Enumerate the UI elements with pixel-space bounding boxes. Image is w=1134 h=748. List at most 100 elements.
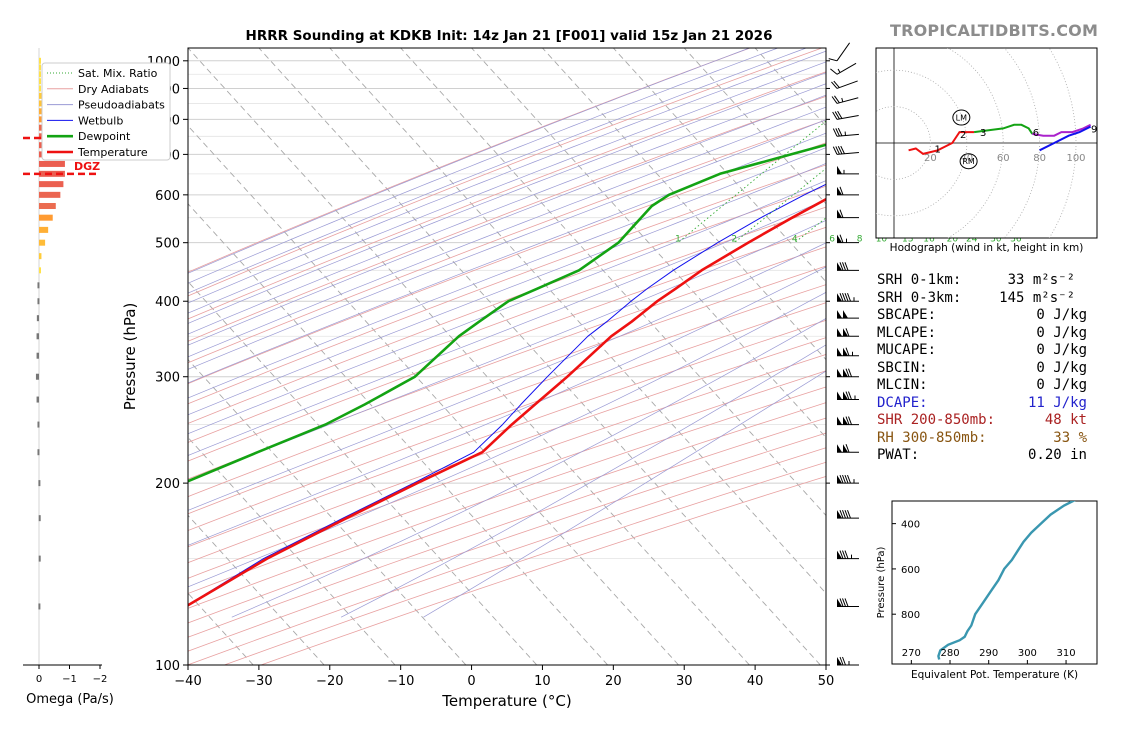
wind-barb bbox=[832, 127, 859, 137]
omega-bar bbox=[37, 282, 40, 289]
omega-bar bbox=[39, 181, 64, 188]
dry-adiabat-line bbox=[188, 206, 826, 443]
x-tick-label: −30 bbox=[245, 674, 272, 689]
stat-value: 0 J/kg bbox=[1036, 377, 1087, 393]
stat-value: 33 m²s⁻² bbox=[1007, 272, 1075, 288]
wind-barb bbox=[837, 234, 859, 244]
stat-row: MLCAPE: 0 J/kg bbox=[877, 325, 1087, 343]
omega-bar bbox=[39, 78, 41, 85]
temperature-line bbox=[188, 197, 826, 607]
isotherm-line bbox=[329, 48, 826, 594]
stat-row: RH 300-850mb: 33 % bbox=[877, 430, 1087, 448]
omega-bar bbox=[39, 92, 43, 99]
storm-motion-lm-label: LM bbox=[956, 114, 967, 123]
hodograph-ring-label: 20 bbox=[924, 153, 937, 164]
x-tick-label: 20 bbox=[605, 674, 622, 689]
omega-tick-label: −1 bbox=[62, 674, 77, 685]
omega-bar bbox=[39, 267, 41, 274]
wind-barbs bbox=[828, 42, 859, 666]
stat-row: SRH 0-1km: 33 m²s⁻² bbox=[877, 272, 1087, 290]
wind-barb bbox=[837, 416, 859, 426]
y-tick-label: 400 bbox=[155, 295, 180, 310]
pseudoadiabat-line bbox=[188, 132, 826, 384]
theta-e-x-tick-label: 300 bbox=[1018, 648, 1037, 659]
omega-bar bbox=[39, 64, 41, 71]
storm-motion-rm-label: RM bbox=[962, 157, 975, 166]
omega-bar bbox=[36, 396, 39, 403]
pseudoadiabat-line bbox=[188, 242, 826, 511]
isotherm-line bbox=[400, 48, 826, 517]
stat-row: PWAT: 0.20 in bbox=[877, 447, 1087, 465]
legend-label: Dry Adiabats bbox=[78, 83, 149, 96]
theta-e-y-axis-label: Pressure (hPa) bbox=[876, 547, 887, 619]
pseudoadiabat-line bbox=[188, 83, 826, 335]
y-tick-label: 200 bbox=[155, 477, 180, 492]
omega-bar bbox=[39, 203, 56, 210]
legend-label: Wetbulb bbox=[78, 114, 123, 127]
omega-bar bbox=[38, 515, 41, 522]
dry-adiabat-line bbox=[188, 185, 826, 424]
omega-bar bbox=[39, 191, 61, 198]
wind-barb bbox=[832, 110, 859, 120]
isotherm-line bbox=[683, 48, 826, 205]
stat-label: SHR 200-850mb: bbox=[877, 412, 996, 428]
stat-value: 48 kt bbox=[1044, 412, 1087, 428]
x-tick-label: −40 bbox=[174, 674, 201, 689]
stat-label: MLCAPE: bbox=[877, 324, 937, 341]
theta-e-y-tick-label: 800 bbox=[901, 610, 920, 621]
theta-e-line bbox=[937, 501, 1076, 660]
theta-e-y-tick-label: 400 bbox=[901, 520, 920, 531]
x-tick-label: 30 bbox=[676, 674, 693, 689]
stats-table: SRH 0-1km: 33 m²s⁻² SRH 0-3km: 145 m²s⁻² SBC… bbox=[877, 272, 1087, 465]
storm-motion-rm-marker bbox=[959, 153, 978, 170]
dry-adiabat-line bbox=[188, 447, 826, 665]
omega-bar bbox=[38, 555, 41, 562]
dry-adiabat-line bbox=[188, 246, 826, 480]
pseudoadiabat-line bbox=[188, 180, 826, 435]
pseudoadiabat-line bbox=[188, 61, 826, 314]
omega-bar bbox=[39, 85, 41, 92]
hodograph-height-label: 9 bbox=[1091, 124, 1097, 135]
omega-bar bbox=[38, 603, 41, 610]
stat-label: SRH 0-3km: bbox=[877, 289, 962, 306]
hodograph-trace bbox=[1032, 123, 1092, 137]
skewt-frame bbox=[187, 47, 827, 666]
hodograph-trace bbox=[973, 123, 1034, 135]
wind-barb bbox=[837, 310, 859, 319]
mixing-ratio-line bbox=[677, 120, 826, 244]
mixing-ratio-label: 2 bbox=[731, 235, 737, 245]
dgz-label: DGZ bbox=[74, 160, 100, 173]
hodograph-plot-area bbox=[876, 48, 1097, 238]
x-tick-label: −10 bbox=[387, 674, 414, 689]
stat-label: SBCAPE: bbox=[877, 307, 937, 323]
wind-barb bbox=[837, 328, 859, 337]
stat-label: MLCIN: bbox=[877, 377, 928, 393]
stat-label: RH 300-850mb: bbox=[877, 429, 987, 446]
stat-row: SBCAPE: 0 J/kg bbox=[877, 307, 1087, 325]
x-axis-label: Temperature (°C) bbox=[441, 692, 571, 710]
omega-bar bbox=[39, 160, 65, 167]
omega-bar bbox=[36, 352, 39, 359]
wind-barb bbox=[837, 347, 859, 357]
wind-barb bbox=[837, 293, 859, 302]
isotherm-line bbox=[542, 48, 826, 361]
y-tick-label: 600 bbox=[155, 189, 180, 204]
dry-adiabat-line bbox=[224, 461, 826, 665]
mixing-ratio-label: 36 bbox=[1010, 235, 1022, 245]
theta-e-x-axis-label: Equivalent Pot. Temperature (K) bbox=[911, 669, 1078, 681]
hodograph-height-label: 3 bbox=[980, 128, 986, 139]
hodograph-ring-label: 100 bbox=[1066, 153, 1085, 164]
omega-bar bbox=[36, 315, 39, 322]
brand-watermark: TROPICALTIDBITS.COM bbox=[890, 21, 1099, 40]
skewt-plot-area bbox=[188, 48, 826, 665]
dry-adiabat-line bbox=[260, 475, 826, 665]
omega-tick-label: 0 bbox=[36, 674, 42, 685]
hodograph-height-label: 2 bbox=[960, 130, 966, 141]
mixing-ratio-label: 13 bbox=[902, 235, 913, 245]
theta-e-frame bbox=[891, 500, 1098, 665]
dry-adiabat-line bbox=[188, 48, 823, 297]
y-axis-label: Pressure (hPa) bbox=[121, 303, 139, 411]
dewpoint-line bbox=[188, 143, 826, 483]
pseudoadiabat-line bbox=[188, 119, 826, 370]
